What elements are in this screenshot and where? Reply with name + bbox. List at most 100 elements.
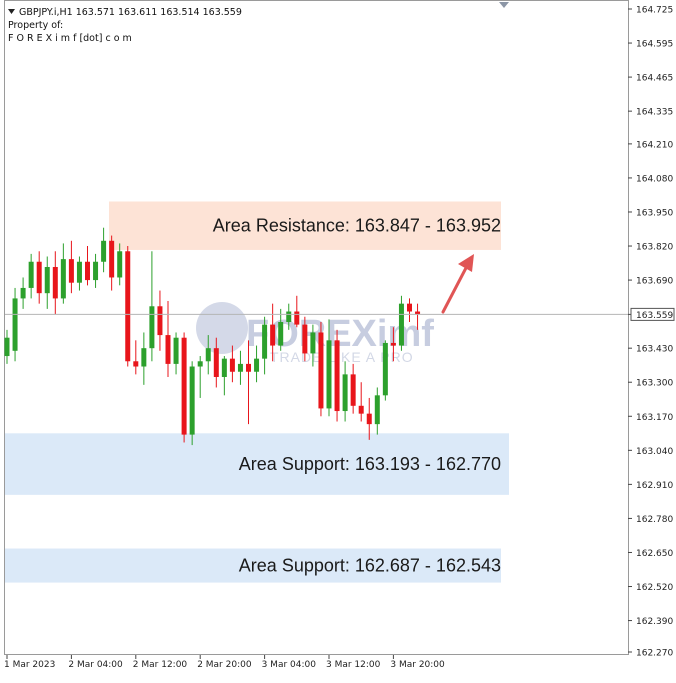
zones-layer: [5, 201, 509, 583]
x-tick-label: 2 Mar 12:00: [133, 660, 188, 670]
candle-body: [173, 337, 179, 364]
candle-body: [205, 348, 211, 362]
candle: [382, 340, 388, 401]
candle-body: [197, 361, 203, 367]
x-tick-label: 1 Mar 2023: [4, 660, 55, 670]
symbol-info: GBPJPY.i,H1 163.571 163.611 163.514 163.…: [19, 7, 242, 18]
candle: [326, 319, 332, 417]
current-price-badge: [630, 307, 675, 321]
y-tick-label: 162.780: [636, 515, 673, 525]
zone-labels-layer: Area Resistance: 163.847 - 163.952 Area S…: [213, 216, 501, 576]
y-tick-label: 163.690: [636, 277, 673, 287]
candle: [286, 303, 292, 330]
candle: [294, 295, 300, 328]
candle: [28, 253, 34, 299]
candle-body: [149, 306, 155, 349]
candle-body: [44, 266, 50, 294]
candle-body: [109, 240, 115, 278]
zone-support-2: [5, 548, 501, 583]
symbol-dropdown-icon[interactable]: [8, 9, 15, 14]
candle: [342, 361, 348, 422]
candle-body: [415, 311, 421, 315]
candle-body: [350, 374, 356, 406]
y-tick-label: 164.725: [636, 6, 673, 16]
y-tick-label: 163.300: [636, 379, 673, 389]
candle: [374, 387, 380, 435]
candle: [133, 340, 139, 375]
x-tick-label: 3 Mar 12:00: [326, 660, 381, 670]
y-tick-label: 162.270: [636, 649, 673, 659]
candle-body: [85, 261, 90, 281]
candle: [318, 321, 324, 417]
candle: [68, 240, 74, 294]
candle-body: [221, 358, 227, 377]
candle-body: [229, 358, 235, 372]
candle-body: [262, 324, 268, 359]
candle: [173, 332, 179, 375]
projection-arrow: [441, 254, 474, 314]
candle: [278, 308, 284, 351]
y-tick-label: 163.430: [636, 345, 673, 355]
candle-body: [117, 251, 123, 278]
candle-body: [326, 340, 332, 409]
candle-body: [302, 324, 308, 354]
candle: [189, 361, 195, 446]
candle-body: [52, 266, 58, 299]
zone-label-support-2: Area Support: 162.687 - 162.543: [239, 556, 501, 576]
candle-body: [374, 395, 380, 425]
arrow-shaft: [441, 264, 469, 314]
candle-body: [407, 303, 412, 312]
time-axis: 1 Mar 2023 2 Mar 04:00 2 Mar 12:00 2 Mar 20…: [4, 655, 445, 670]
candle: [85, 246, 90, 286]
candle-body: [366, 413, 372, 425]
candle: [125, 246, 131, 367]
candle: [254, 345, 260, 383]
candle-body: [237, 363, 243, 372]
candle: [149, 251, 155, 362]
y-tick-label: 163.950: [636, 208, 673, 218]
candle-body: [101, 240, 107, 262]
candle-body: [157, 306, 163, 336]
candle-body: [254, 358, 260, 372]
candle: [262, 316, 268, 375]
candle: [246, 340, 251, 425]
candle: [141, 332, 147, 385]
candle-body: [4, 337, 10, 357]
candle: [109, 235, 115, 291]
candle-body: [390, 342, 396, 346]
candle-body: [28, 261, 34, 288]
y-tick-label: 162.390: [636, 617, 673, 627]
candle: [407, 298, 412, 322]
candle: [93, 253, 99, 288]
x-tick-label: 3 Mar 04:00: [262, 660, 317, 670]
watermark: FOREXimf TRADE LIKE A PRO: [196, 302, 434, 365]
candle-body: [270, 324, 276, 346]
candle: [157, 290, 163, 351]
candle: [44, 256, 50, 309]
candle: [398, 295, 404, 351]
candle: [76, 256, 82, 291]
zone-label-resistance: Area Resistance: 163.847 - 163.952: [213, 216, 501, 236]
candle-body: [125, 251, 131, 362]
zone-support-1: [5, 433, 509, 495]
candle: [36, 251, 42, 304]
candle-body: [12, 298, 18, 351]
candle: [270, 303, 276, 362]
candle-body: [278, 321, 284, 346]
candle: [221, 356, 227, 396]
candle-body: [60, 259, 66, 299]
watermark-tagline: TRADE LIKE A PRO: [270, 349, 414, 365]
y-tick-label: 162.520: [636, 583, 673, 593]
y-tick-label: 162.650: [636, 549, 673, 559]
candle: [205, 335, 211, 375]
candle-body: [334, 340, 340, 412]
candle-body: [189, 366, 195, 435]
candle-body: [358, 405, 364, 414]
y-tick-label: 163.170: [636, 413, 673, 423]
candle-body: [68, 259, 74, 283]
x-tick-label: 2 Mar 20:00: [197, 660, 252, 670]
candle-body: [318, 332, 324, 409]
chart-shift-marker[interactable]: [499, 2, 509, 8]
x-tick-label: 3 Mar 20:00: [390, 660, 445, 670]
